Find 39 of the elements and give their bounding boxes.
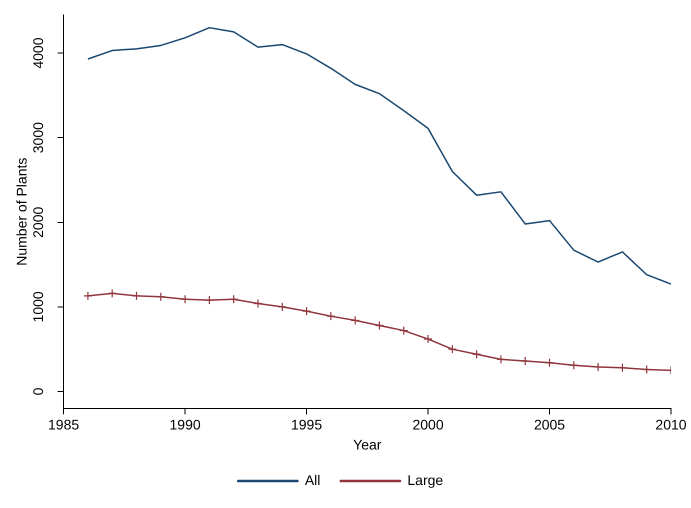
point [520,356,530,366]
point [569,360,578,370]
point [374,320,384,330]
y-tick-label: 3000 [30,122,46,154]
y-tick-label: 0 [30,387,46,396]
x-tick-label: 1985 [48,416,80,433]
point [544,358,554,368]
x-tick-label: 2010 [655,416,687,433]
point [326,312,336,321]
point [180,294,190,304]
point [253,298,263,308]
point [229,294,238,304]
legend-label: All [304,472,320,488]
point [83,291,92,300]
x-tick-label: 2005 [534,416,566,433]
point [108,288,117,298]
x-axis-title: Year [353,436,382,452]
point [594,362,603,372]
point [132,291,142,300]
point [448,344,457,354]
point [399,326,408,336]
y-tick-label: 2000 [30,206,46,238]
point [642,364,652,374]
point [496,354,506,364]
point [350,316,360,326]
point [156,292,166,302]
x-tick-label: 2000 [412,416,444,433]
y-tick-label: 1000 [30,291,46,322]
point [423,334,433,344]
x-tick-label: 1990 [170,416,201,433]
legend-label: Large [407,472,444,488]
x-tick-label: 1995 [290,416,322,433]
point [618,363,628,372]
point [278,302,287,312]
point [302,306,312,316]
point [204,296,214,305]
point [472,350,482,359]
y-tick-label: 4000 [30,37,46,69]
y-axis-title: Number of Plants [13,158,30,266]
